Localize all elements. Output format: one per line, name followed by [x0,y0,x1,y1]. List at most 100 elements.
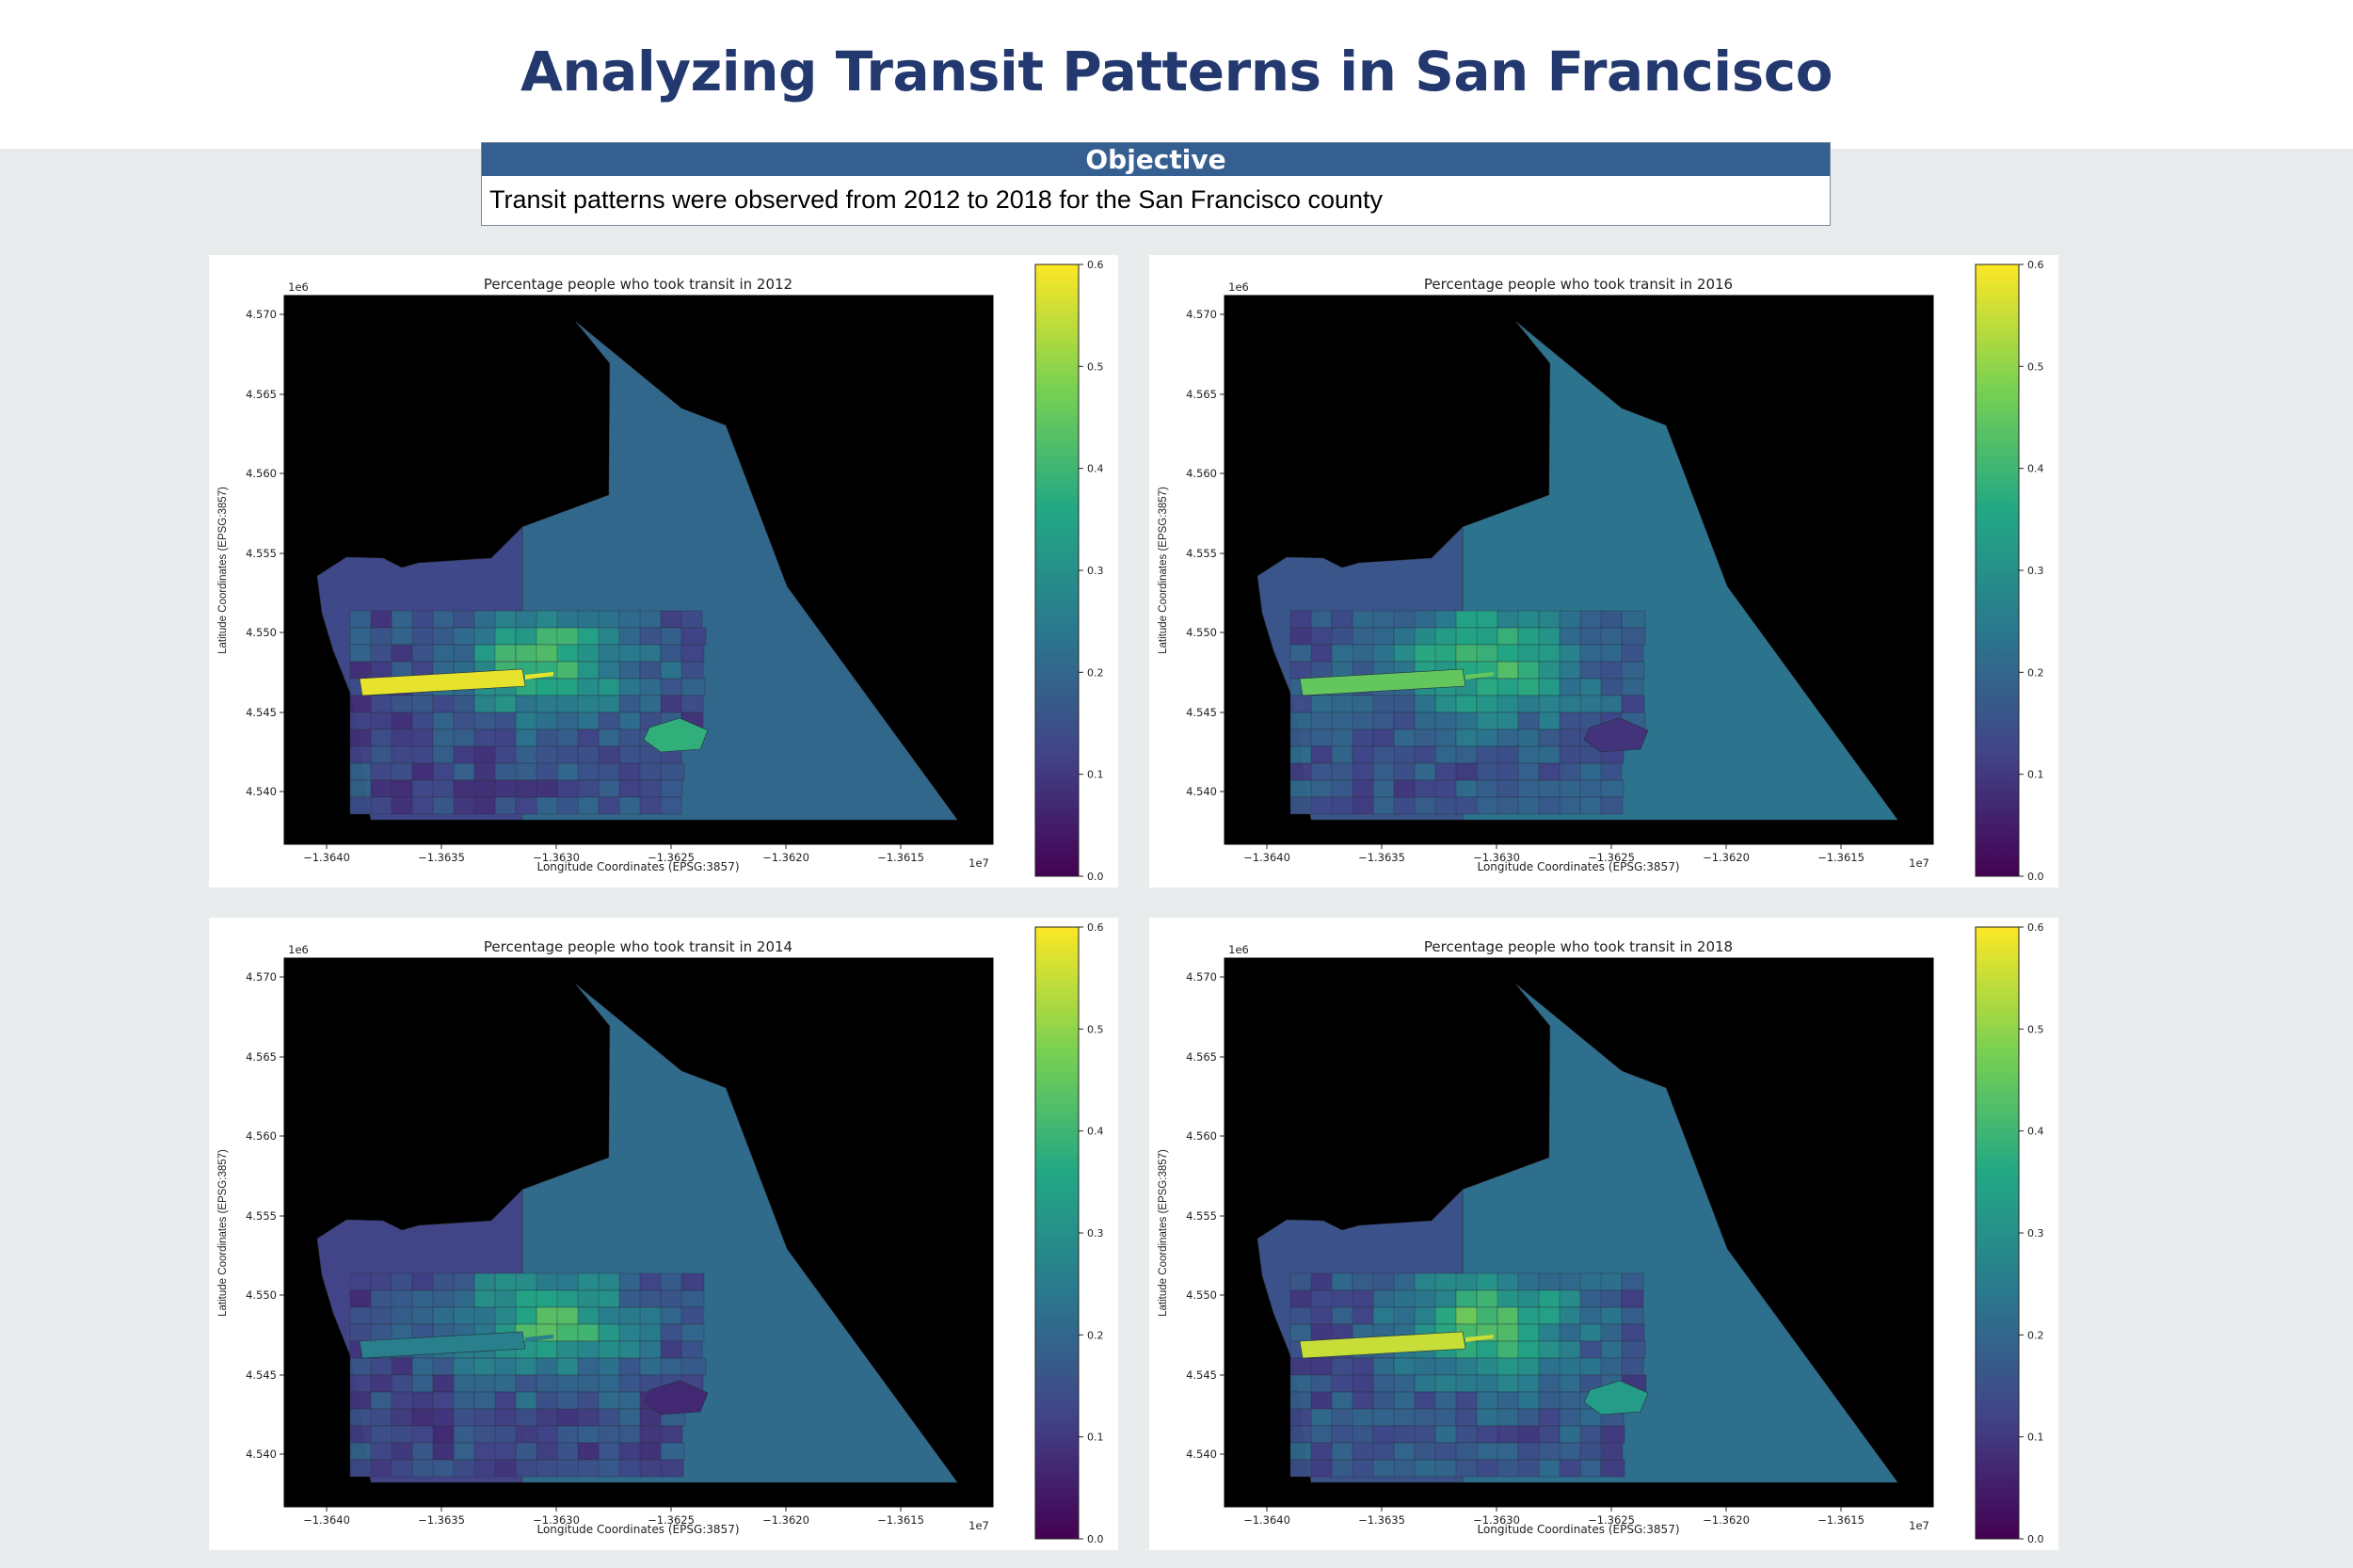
census-tract [1289,762,1313,781]
census-tract [494,1408,520,1427]
census-tract [473,1289,499,1308]
census-tract [598,661,623,680]
y-tick-label: 4.540 [246,1448,277,1461]
census-tract [1517,610,1540,629]
census-tract [556,745,579,764]
census-tract [1559,1391,1582,1410]
x-exponent: 1e7 [1909,1519,1929,1532]
census-tract [598,712,622,730]
census-tract [1600,1289,1623,1308]
x-exponent: 1e7 [1909,856,1929,870]
census-tract [680,695,704,713]
census-tract [1579,779,1605,798]
map-panel-2016: Percentage people who took transit in 20… [1149,255,2058,888]
census-tract [1621,1272,1644,1291]
census-tract [1621,1323,1645,1342]
census-tract [1476,627,1500,646]
census-tract [1372,712,1395,730]
census-tract [577,1408,600,1427]
census-tract [556,728,581,747]
x-tick-label: −1.3640 [1243,851,1290,864]
census-tract [1559,1459,1584,1478]
census-tract [1559,1442,1584,1461]
census-tract [1517,661,1541,680]
census-tract [680,1289,705,1308]
census-tract [349,644,373,663]
census-tract [1393,1289,1418,1308]
colorbar-tick-label: 0.1 [1087,769,1104,781]
census-tract [494,627,517,646]
census-tract [577,610,602,629]
census-tract [660,762,685,781]
census-tract [432,796,457,815]
census-tract [391,627,414,646]
x-tick-label: −1.3635 [1358,851,1405,864]
census-tract [1579,678,1603,696]
census-tract [432,1408,455,1427]
y-axis-label: Latitude Coordinates (EPSG:3857) [217,487,229,654]
census-tract [391,1391,415,1410]
census-tract [1310,1425,1333,1444]
census-tract [598,1425,622,1444]
census-tract [1600,1272,1625,1291]
census-tract [1476,695,1501,713]
census-tract [1352,627,1377,646]
y-tick-label: 4.560 [1186,1129,1217,1143]
census-tract [618,1323,642,1342]
census-tract [370,796,395,815]
x-axis-label: Longitude Coordinates (EPSG:3857) [1477,860,1679,873]
census-tract [618,1391,644,1410]
y-tick-label: 4.570 [246,970,277,984]
census-tract [598,1357,622,1376]
census-tract [1434,1357,1460,1376]
census-tract [1476,1306,1498,1325]
census-tract [1559,1425,1583,1444]
golden-gate-park [1299,668,1466,696]
y-tick-label: 4.540 [246,785,277,798]
census-tract [556,762,580,781]
census-tract [1434,712,1458,730]
census-tract [515,1357,539,1376]
census-tract [453,745,476,764]
census-tract [660,1323,685,1342]
census-tract [1289,1357,1314,1376]
census-tract [536,1340,558,1359]
x-tick-label: −1.3625 [1588,1513,1635,1527]
census-tract [453,644,478,663]
census-tract [370,1391,394,1410]
census-tract [432,762,456,781]
census-tract [1289,644,1315,663]
census-tract [515,1408,538,1427]
census-tract [515,1391,540,1410]
census-tract [536,1306,559,1325]
y-tick-label: 4.570 [1186,970,1217,984]
census-tract [660,610,683,629]
census-tract [1393,644,1417,663]
census-tract [411,728,434,747]
census-tract [411,1391,434,1410]
census-tract [1310,762,1334,781]
y-axis-label: Latitude Coordinates (EPSG:3857) [217,1149,229,1317]
census-tract [370,1289,395,1308]
census-tract [1455,627,1481,646]
x-tick-label: −1.3615 [877,1513,924,1527]
golden-gate-park [359,668,526,696]
census-tract [370,1357,395,1376]
census-tract [536,728,559,747]
y-tick-label: 4.570 [1186,308,1217,321]
census-tract [556,1323,581,1342]
census-tract [639,644,662,663]
census-tract [577,695,600,713]
census-tract [1517,796,1542,815]
census-tract [1331,1442,1354,1461]
census-tract [639,1425,664,1444]
census-tract [432,1391,457,1410]
census-tract [391,728,414,747]
colorbar-tick-label: 0.1 [1087,1432,1104,1444]
census-tract [1372,762,1396,781]
map-axes-frame [1224,295,1934,845]
objective-box: Objective Transit patterns were observed… [481,142,1831,226]
census-tract [1455,745,1480,764]
census-tract [1538,678,1562,696]
census-tract [515,728,539,747]
